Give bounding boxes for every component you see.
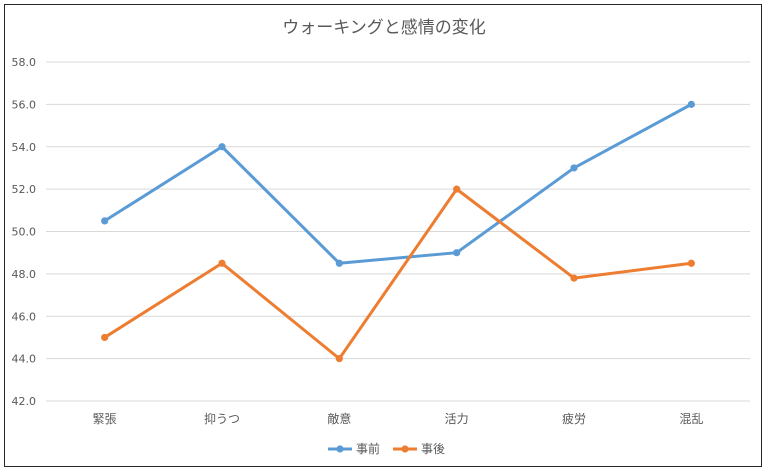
data-point [218,143,226,151]
y-axis-ticks: 42.0 44.0 46.0 48.0 50.0 52.0 54.0 56.0 58.0 [12,56,37,408]
data-point [687,259,695,267]
series-line [103,102,693,265]
x-tick-label: 疲労 [562,411,586,426]
x-tick-label: 緊張 [93,412,117,426]
x-tick-label: 敵意 [327,411,351,426]
series-line [103,187,693,361]
data-point [101,217,109,225]
y-tick-label: 58.0 [12,56,37,69]
chart-frame [4,4,762,467]
y-tick-label: 42.0 [12,395,37,408]
legend-item-0: 事前 [328,441,380,456]
legend: 事前 事後 [328,441,445,456]
x-tick-label: 混乱 [679,412,703,426]
x-tick-label: 抑うつ [204,411,240,426]
data-point [570,164,578,172]
data-point [570,274,578,282]
legend-marker [401,445,409,453]
x-tick-label: 活力 [445,412,469,426]
y-tick-label: 50.0 [12,226,37,239]
y-tick-label: 56.0 [12,98,37,111]
data-point [218,259,226,267]
legend-marker [336,445,344,453]
y-tick-label: 48.0 [12,268,37,281]
x-axis-ticks: 緊張 抑うつ 敵意 活力 疲労 混乱 [93,411,704,426]
data-point [453,249,461,257]
legend-item-1: 事後 [393,442,445,456]
gridlines [46,61,750,402]
y-tick-label: 54.0 [12,141,37,154]
data-point [687,100,695,108]
chart-title: ウォーキングと感情の変化 [282,18,486,38]
data-point [101,333,109,342]
data-point [335,259,343,267]
series-group [101,100,695,363]
legend-label: 事後 [421,442,445,456]
data-point [453,185,461,193]
series-0 [101,100,695,267]
series-1 [101,185,695,363]
legend-label: 事前 [356,441,380,456]
y-tick-label: 46.0 [12,310,37,323]
y-tick-label: 44.0 [12,353,37,366]
y-tick-label: 52.0 [12,183,37,196]
data-point [335,355,343,363]
